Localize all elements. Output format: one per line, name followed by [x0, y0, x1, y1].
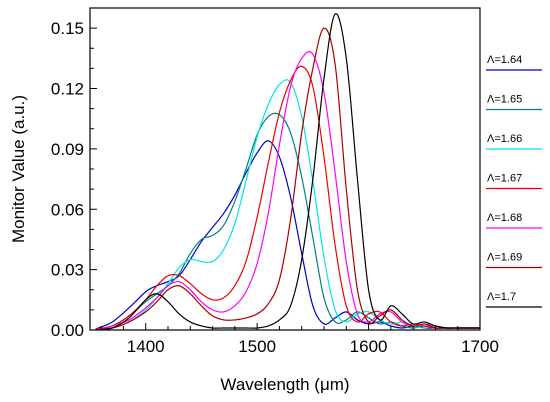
- y-tick-label: 0.12: [51, 80, 84, 99]
- x-tick-label: 1700: [461, 337, 499, 356]
- legend-label: Λ=1.67: [487, 173, 522, 185]
- series-lines: [95, 13, 480, 330]
- axes: 1400 1500 1600 1700 0.00 0.03 0.06 0.09 0.12 0.15…: [9, 7, 499, 394]
- plot-frame: [89, 7, 481, 331]
- legend-label: Λ=1.66: [487, 133, 522, 145]
- legend-label: Λ=1.7: [487, 291, 516, 303]
- y-tick-label: 0.09: [51, 140, 84, 159]
- x-tick-label: 1400: [127, 337, 165, 356]
- legend-label: Λ=1.65: [487, 94, 522, 106]
- series-line-3: [95, 79, 480, 330]
- y-axis-title: Monitor Value (a.u.): [9, 95, 28, 243]
- legend-label: Λ=1.69: [487, 252, 522, 264]
- legend-label: Λ=1.68: [487, 212, 522, 224]
- y-tick-label: 0.06: [51, 200, 84, 219]
- y-tick-label: 0.03: [51, 261, 84, 280]
- plot-area: [95, 13, 480, 330]
- x-axis-title: Wavelength (μm): [220, 375, 349, 394]
- series-line-2: [95, 112, 480, 330]
- series-line-6: [95, 27, 480, 330]
- series-line-4: [95, 65, 480, 330]
- x-tick-label: 1600: [350, 337, 388, 356]
- legend: Λ=1.64 Λ=1.65 Λ=1.66 Λ=1.67 Λ=1.68 Λ=1.69 Λ=1.…: [486, 54, 542, 308]
- x-tick-label: 1500: [238, 337, 276, 356]
- y-tick-label: 0.15: [51, 19, 84, 38]
- y-tick-label: 0.00: [51, 321, 84, 340]
- legend-label: Λ=1.64: [487, 54, 522, 66]
- series-line-7: [95, 13, 480, 330]
